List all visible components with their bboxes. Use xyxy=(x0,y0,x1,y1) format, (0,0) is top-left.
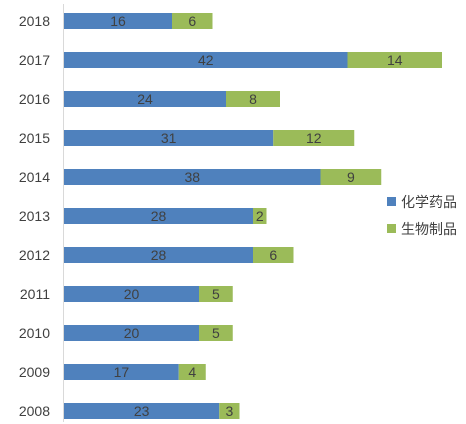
data-label: 5 xyxy=(212,325,220,341)
data-label: 6 xyxy=(269,247,277,263)
data-label: 24 xyxy=(137,91,153,107)
y-tick-labels: 2018 2017 2016 2015 2014 2013 2012 2011 2010 2009… xyxy=(19,13,50,419)
bar-chemical-2008 xyxy=(64,403,220,419)
y-tick-label: 2013 xyxy=(19,208,50,224)
data-label: 8 xyxy=(249,91,257,107)
data-label: 20 xyxy=(124,325,140,341)
bar-chemical-2011 xyxy=(64,286,199,302)
data-label: 4 xyxy=(188,364,196,380)
data-label: 5 xyxy=(212,286,220,302)
bar-biologic-2010 xyxy=(199,325,233,341)
data-label: 38 xyxy=(184,169,200,185)
bar-chemical-2016 xyxy=(64,91,226,107)
y-tick-label: 2014 xyxy=(19,169,50,185)
bar-biologic-2012 xyxy=(253,247,294,263)
data-label: 42 xyxy=(198,52,214,68)
data-label: 17 xyxy=(114,364,130,380)
y-tick-label: 2009 xyxy=(19,364,50,380)
bars-group: 16 6 42 14 24 8 31 12 38 9 28 2 28 6 20 5 20 5 17 4 23 3 xyxy=(64,13,442,419)
bar-chemical-2012 xyxy=(64,247,253,263)
bar-biologic-2008 xyxy=(219,403,240,419)
y-tick-label: 2018 xyxy=(19,13,50,29)
data-label: 12 xyxy=(306,130,322,146)
legend-swatch-biologic xyxy=(387,224,396,233)
data-label: 31 xyxy=(161,130,177,146)
y-tick-label: 2012 xyxy=(19,247,50,263)
y-tick-label: 2010 xyxy=(19,325,50,341)
y-tick-label: 2016 xyxy=(19,91,50,107)
bar-chemical-2010 xyxy=(64,325,199,341)
bar-chemical-2017 xyxy=(64,52,348,68)
data-label: 2 xyxy=(256,208,264,224)
legend-label-biologic: 生物制品 xyxy=(401,221,457,237)
y-tick-label: 2015 xyxy=(19,130,50,146)
bar-chemical-2013 xyxy=(64,208,253,224)
data-label: 28 xyxy=(151,208,167,224)
bar-biologic-2018 xyxy=(172,13,213,29)
y-tick-label: 2011 xyxy=(20,286,50,302)
bar-biologic-2017 xyxy=(347,52,442,68)
y-tick-label: 2017 xyxy=(19,52,50,68)
bar-chemical-2009 xyxy=(64,364,179,380)
data-label: 16 xyxy=(110,13,126,29)
data-label: 3 xyxy=(225,403,233,419)
legend-swatch-chemical xyxy=(387,197,396,206)
bar-chemical-2014 xyxy=(64,169,321,185)
bar-biologic-2009 xyxy=(178,364,206,380)
bar-chemical-2015 xyxy=(64,130,274,146)
data-label: 23 xyxy=(134,403,150,419)
legend-label-chemical: 化学药品 xyxy=(401,194,457,210)
data-label: 6 xyxy=(188,13,196,29)
data-label: 20 xyxy=(124,286,140,302)
bar-chemical-2018 xyxy=(64,13,172,29)
y-tick-label: 2008 xyxy=(19,403,50,419)
data-label: 9 xyxy=(347,169,355,185)
bar-biologic-2014 xyxy=(320,169,382,185)
bar-biologic-2011 xyxy=(199,286,233,302)
bar-biologic-2013 xyxy=(253,208,267,224)
bar-biologic-2016 xyxy=(226,91,280,107)
data-label: 14 xyxy=(387,52,403,68)
data-label: 28 xyxy=(151,247,167,263)
bar-biologic-2015 xyxy=(273,130,355,146)
